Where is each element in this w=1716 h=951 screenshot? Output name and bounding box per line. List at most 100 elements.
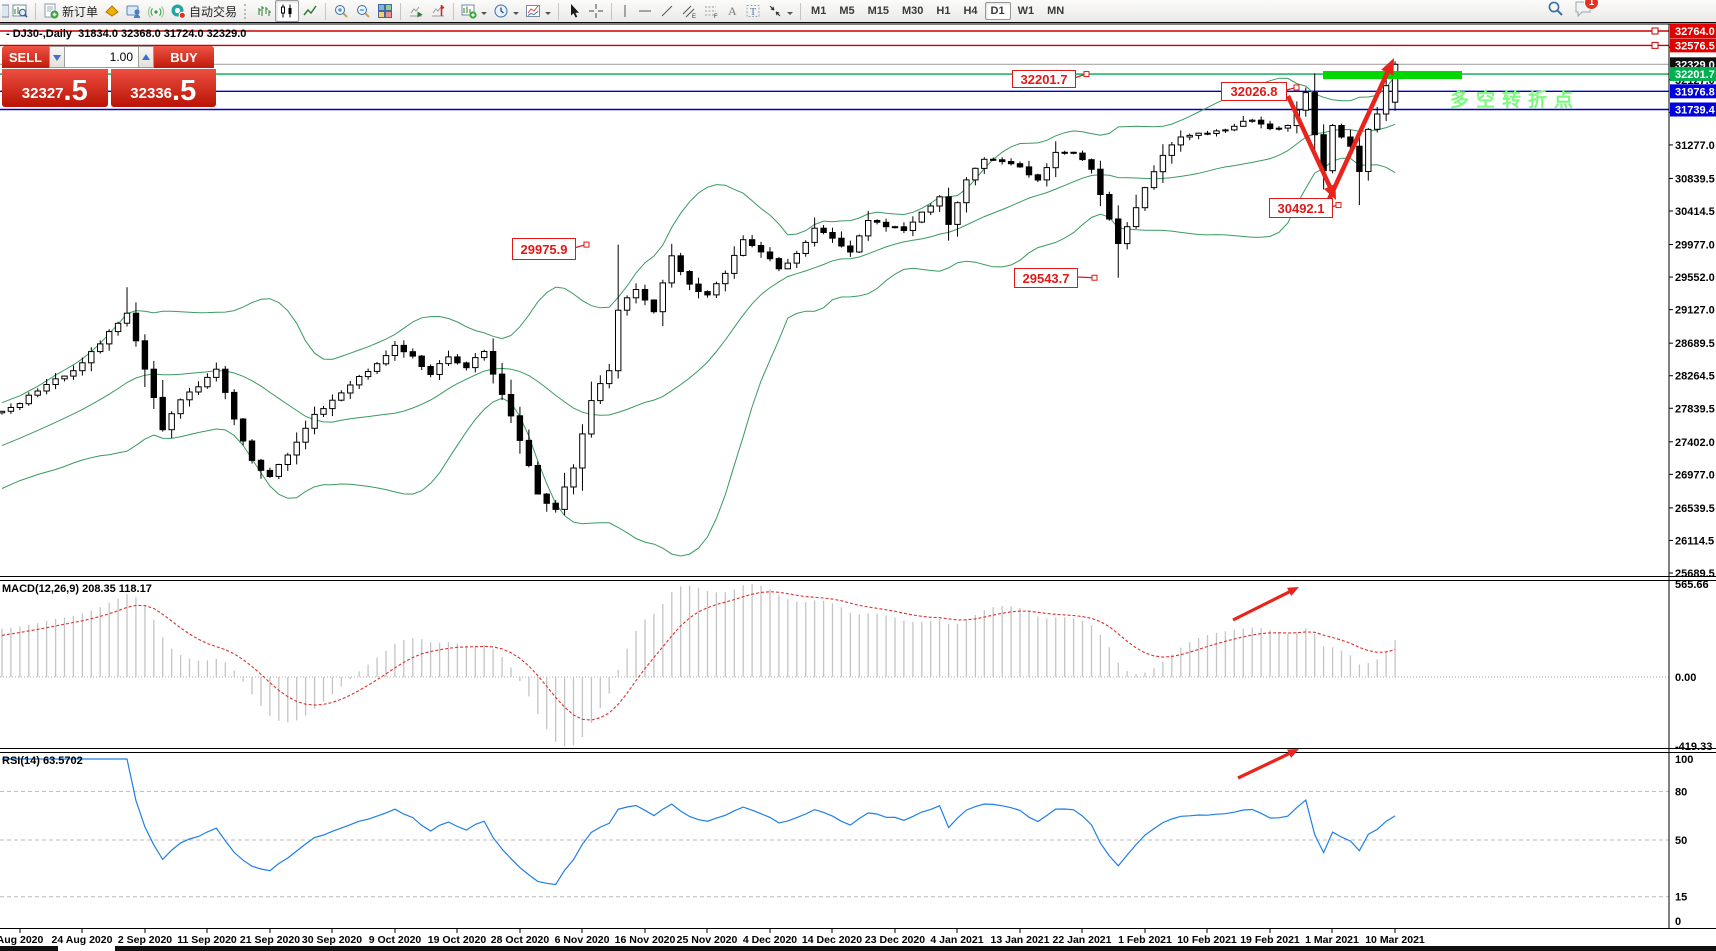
date-tick-label: 4 Jan 2021 bbox=[930, 934, 983, 946]
label-tool-button[interactable]: T bbox=[742, 1, 764, 21]
date-tick-label: 1 Mar 2021 bbox=[1305, 934, 1359, 946]
svg-text:T: T bbox=[750, 7, 756, 18]
signals-button[interactable] bbox=[145, 1, 167, 21]
vertical-line-button[interactable] bbox=[616, 1, 634, 21]
price-tick-label: 29977.0 bbox=[1675, 240, 1715, 252]
line-chart-button[interactable] bbox=[299, 1, 321, 21]
crosshair-button[interactable] bbox=[585, 1, 607, 21]
line-handle[interactable] bbox=[1651, 41, 1659, 49]
indicators-window-button[interactable] bbox=[9, 1, 31, 21]
price-annotation[interactable]: 30492.1 bbox=[1269, 198, 1333, 218]
red-arrow[interactable] bbox=[1232, 589, 1292, 622]
equidistant-channel-button[interactable]: E bbox=[678, 1, 700, 21]
macd-scale-label: 0.00 bbox=[1675, 672, 1696, 684]
symbols-icon bbox=[104, 3, 120, 19]
macd-scale-label: 565.66 bbox=[1675, 579, 1709, 591]
red-arrow[interactable] bbox=[1285, 95, 1333, 190]
candlestick-chart-icon bbox=[279, 3, 295, 19]
trendline-icon bbox=[659, 3, 675, 19]
buy-price-display[interactable]: 32336.5 bbox=[110, 69, 216, 107]
autotrading-button[interactable]: 自动交易 bbox=[167, 1, 240, 21]
chart-shift-icon bbox=[430, 3, 446, 19]
line-handle[interactable] bbox=[1651, 27, 1659, 35]
date-tick-label: 21 Sep 2020 bbox=[240, 934, 300, 946]
price-tick-label: 28264.5 bbox=[1675, 371, 1715, 383]
timeframe-button-mn[interactable]: MN bbox=[1047, 5, 1065, 17]
annotation-anchor-handle[interactable] bbox=[1335, 202, 1342, 209]
rsi-scale-label: 100 bbox=[1675, 754, 1693, 766]
timeframe-button-m5[interactable]: M5 bbox=[839, 5, 855, 17]
fibonacci-button[interactable]: F bbox=[700, 1, 722, 21]
price-annotation[interactable]: 32201.7 bbox=[1012, 70, 1076, 88]
timeframe-button-w1[interactable]: W1 bbox=[1017, 5, 1035, 17]
annotation-anchor-handle[interactable] bbox=[1083, 71, 1090, 78]
price-tick-label: 27839.5 bbox=[1675, 403, 1715, 415]
timeframe-button-m1[interactable]: M1 bbox=[811, 5, 827, 17]
community-chat-button[interactable]: 1 bbox=[1574, 0, 1599, 22]
timeframe-button-d1[interactable]: D1 bbox=[984, 2, 1011, 20]
price-annotation[interactable]: 32026.8 bbox=[1221, 82, 1287, 101]
auto-scroll-button[interactable] bbox=[405, 1, 427, 21]
price-tick-label: 26977.0 bbox=[1675, 469, 1715, 481]
buy-button[interactable]: BUY bbox=[154, 46, 214, 68]
arrows-tool-icon bbox=[767, 3, 783, 19]
macd-scale-label: -419.33 bbox=[1675, 741, 1712, 753]
date-tick-label: 19 Oct 2020 bbox=[428, 934, 487, 946]
annotation-anchor-handle[interactable] bbox=[1293, 84, 1300, 91]
price-marker-label: 32576.5 bbox=[1675, 40, 1715, 52]
templates-button[interactable] bbox=[522, 1, 554, 21]
timeframe-button-h4[interactable]: H4 bbox=[963, 5, 978, 17]
annotation-anchor-handle[interactable] bbox=[583, 241, 590, 248]
horizontal-line-button[interactable] bbox=[634, 1, 656, 21]
red-arrow[interactable] bbox=[1323, 69, 1391, 207]
resistance-zone-band[interactable] bbox=[1323, 71, 1462, 79]
bar-chart-button[interactable] bbox=[253, 1, 275, 21]
price-annotation[interactable]: 29975.9 bbox=[512, 238, 576, 260]
macd-indicator-label: MACD(12,26,9) 208.35 118.17 bbox=[2, 583, 152, 595]
rsi-scale-label: 50 bbox=[1675, 835, 1687, 847]
volume-increase-button[interactable] bbox=[138, 46, 154, 68]
terminal-button[interactable] bbox=[123, 1, 145, 21]
trendline-button[interactable] bbox=[656, 1, 678, 21]
toolbar-grip[interactable] bbox=[244, 3, 249, 19]
price-marker-label: 32764.0 bbox=[1675, 26, 1715, 38]
timeframe-button-m30[interactable]: M30 bbox=[902, 5, 924, 17]
date-tick-label: 10 Mar 2021 bbox=[1365, 934, 1425, 946]
timeframe-button-h1[interactable]: H1 bbox=[936, 5, 951, 17]
timeframe-group: M1 M5 M15 M30 H1 H4 D1 W1 MN bbox=[805, 2, 1070, 20]
tile-windows-button[interactable] bbox=[374, 1, 396, 21]
price-annotation[interactable]: 29543.7 bbox=[1014, 268, 1078, 288]
chinese-annotation-text[interactable]: 多空转折点 bbox=[1450, 90, 1581, 111]
cursor-button[interactable] bbox=[563, 1, 585, 21]
red-arrow-head bbox=[1287, 587, 1299, 597]
toolbar-separator bbox=[35, 2, 36, 20]
new-order-button[interactable]: 新订单 bbox=[40, 1, 101, 21]
volume-input[interactable] bbox=[65, 46, 138, 68]
date-tick-label: Aug 2020 bbox=[0, 934, 44, 946]
zoom-out-button[interactable] bbox=[352, 1, 374, 21]
red-arrow-head bbox=[1287, 749, 1299, 758]
red-arrow[interactable] bbox=[1237, 751, 1292, 780]
text-tool-button[interactable]: A bbox=[722, 1, 742, 21]
chart-shift-button[interactable] bbox=[427, 1, 449, 21]
arrows-tool-button[interactable] bbox=[764, 1, 796, 21]
symbols-button[interactable] bbox=[101, 1, 123, 21]
annotation-anchor-handle[interactable] bbox=[1091, 274, 1098, 281]
candlestick-chart-button[interactable] bbox=[275, 0, 300, 22]
new-chart-button[interactable] bbox=[458, 1, 490, 21]
timeframe-button-m15[interactable]: M15 bbox=[867, 5, 889, 17]
price-marker-box bbox=[1670, 38, 1716, 53]
date-tick-label: 16 Nov 2020 bbox=[615, 934, 676, 946]
periods-button[interactable] bbox=[490, 1, 522, 21]
bollinger-band bbox=[1, 157, 1396, 557]
price-marker-box bbox=[1670, 67, 1716, 82]
sell-price-display[interactable]: 32327.5 bbox=[2, 69, 108, 107]
price-tick-label: 25689.5 bbox=[1675, 568, 1715, 580]
volume-decrease-button[interactable] bbox=[49, 46, 65, 68]
search-icon[interactable] bbox=[1547, 0, 1564, 22]
date-tick-label: 4 Dec 2020 bbox=[743, 934, 797, 946]
sell-button[interactable]: SELL bbox=[2, 46, 49, 68]
rsi-scale-label: 0 bbox=[1675, 916, 1681, 928]
zoom-in-button[interactable] bbox=[330, 1, 352, 21]
